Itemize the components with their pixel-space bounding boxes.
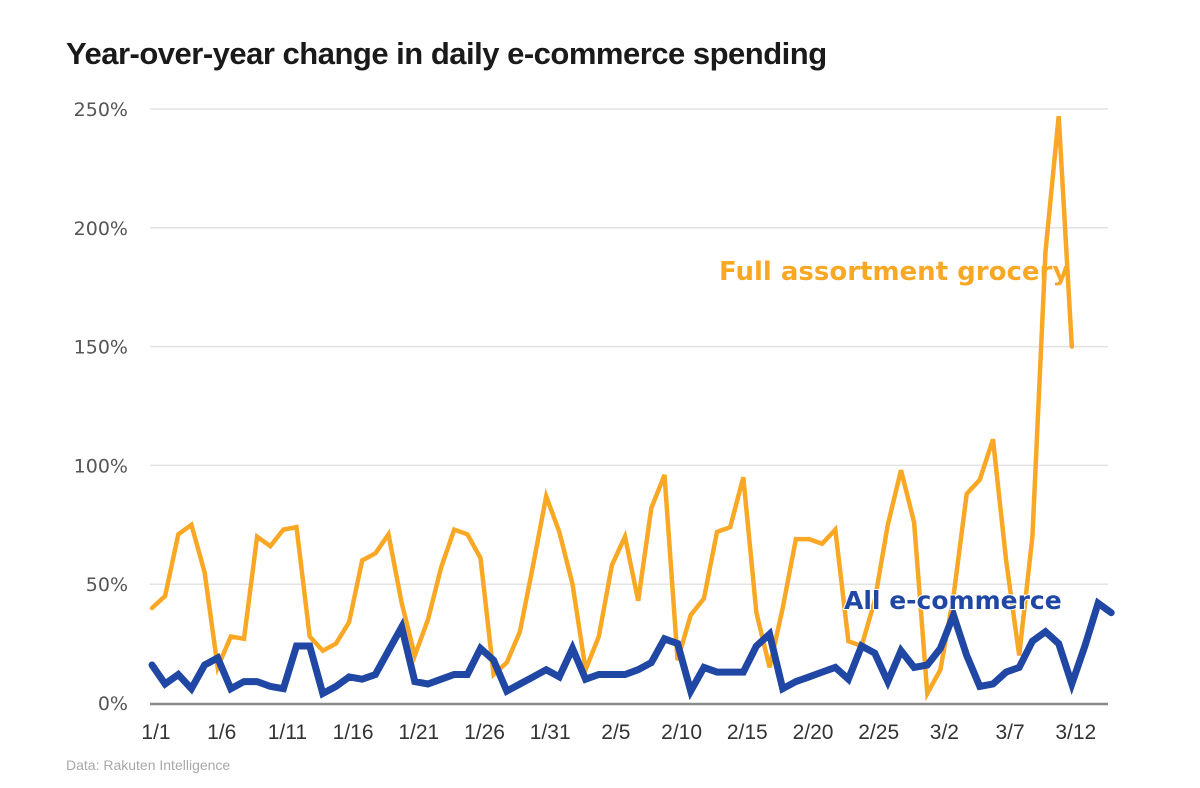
chart-source: Data: Rakuten Intelligence: [66, 757, 231, 773]
gridlines: [150, 108, 1108, 585]
y-tick-label: 50%: [86, 574, 128, 596]
x-tick-label: 2/25: [858, 721, 899, 744]
x-tick-label: 1/11: [268, 721, 307, 744]
series-label-grocery: Full assortment grocery: [719, 257, 1069, 287]
x-tick-label: 1/1: [141, 721, 170, 744]
x-tick-label: 1/21: [398, 721, 439, 744]
y-tick-label: 150%: [74, 337, 128, 359]
series-lines: [148, 115, 1115, 702]
x-axis-ticks: 1/1 1/6 1/11 1/16 1/21 1/26 1/31 2/5 2/10 2/15 2/2…: [141, 721, 1096, 744]
series-line-grocery: [149, 115, 1075, 702]
x-tick-label: 3/2: [930, 721, 959, 744]
x-tick-label: 1/16: [333, 721, 374, 744]
y-tick-label: 0%: [98, 693, 128, 715]
series-label-all-ecommerce: All e-commerce: [844, 586, 1062, 615]
y-tick-label: 100%: [74, 455, 128, 477]
x-tick-label: 2/10: [661, 721, 702, 744]
y-tick-label: 200%: [74, 218, 128, 240]
x-tick-label: 3/7: [995, 721, 1024, 744]
chart-title: Year-over-year change in daily e-commerc…: [66, 36, 827, 71]
x-tick-label: 2/15: [727, 721, 768, 744]
x-tick-label: 1/31: [530, 721, 571, 744]
x-tick-label: 2/20: [793, 721, 834, 744]
y-axis-ticks: 0% 50% 100% 150% 200% 250%: [74, 99, 128, 715]
x-tick-label: 1/26: [464, 721, 505, 744]
x-tick-label: 3/12: [1055, 721, 1096, 744]
y-tick-label: 250%: [74, 99, 128, 121]
x-tick-label: 2/5: [601, 721, 630, 744]
x-tick-label: 1/6: [207, 721, 236, 744]
series-line-all-ecommerce: [148, 597, 1115, 701]
